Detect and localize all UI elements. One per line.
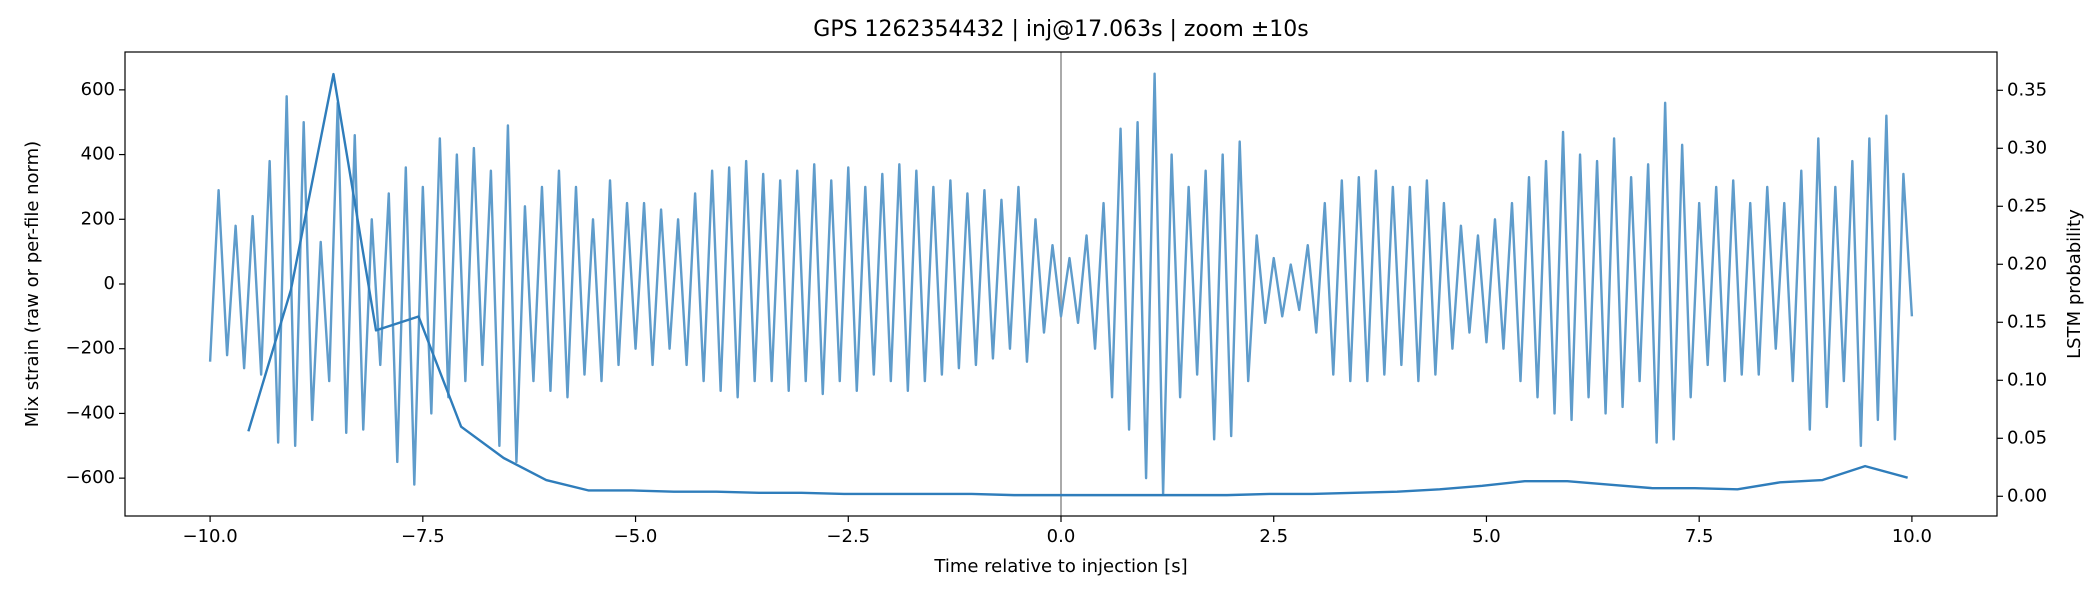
y2-tick-label: 0.35 — [2007, 79, 2047, 100]
x-tick-label: −7.5 — [401, 526, 445, 547]
y2-tick-label: 0.10 — [2007, 369, 2047, 390]
y2-tick-label: 0.25 — [2007, 195, 2047, 216]
chart-title: GPS 1262354432 | inj@17.063s | zoom ±10s — [813, 17, 1308, 42]
y2-tick-label: 0.05 — [2007, 427, 2047, 448]
x-tick-label: −10.0 — [183, 526, 238, 547]
y2-tick-label: 0.30 — [2007, 137, 2047, 158]
y-tick-label: 400 — [81, 144, 115, 165]
x-tick-label: 5.0 — [1472, 526, 1501, 547]
x-tick-label: 2.5 — [1259, 526, 1288, 547]
y-tick-label: 200 — [81, 208, 115, 229]
y2-axis-label: LSTM probability — [2064, 209, 2085, 359]
y-tick-label: −400 — [66, 402, 115, 423]
y2-tick-label: 0.20 — [2007, 253, 2047, 274]
y-tick-label: 0 — [104, 273, 115, 294]
x-tick-label: 0.0 — [1047, 526, 1076, 547]
y-tick-label: 600 — [81, 79, 115, 100]
x-tick-label: −5.0 — [614, 526, 658, 547]
x-tick-label: −2.5 — [826, 526, 870, 547]
y2-tick-label: 0.00 — [2007, 485, 2047, 506]
x-tick-label: 7.5 — [1685, 526, 1714, 547]
y-tick-label: −600 — [66, 467, 115, 488]
x-axis-label: Time relative to injection [s] — [933, 556, 1187, 577]
y2-tick-label: 0.15 — [2007, 311, 2047, 332]
y-axis-label: Mix strain (raw or per-file norm) — [22, 141, 43, 427]
series-line — [247, 72, 1908, 497]
series-line — [208, 72, 1914, 496]
y-tick-label: −200 — [66, 338, 115, 359]
x-tick-label: 10.0 — [1892, 526, 1932, 547]
plot-frame — [124, 51, 1998, 517]
